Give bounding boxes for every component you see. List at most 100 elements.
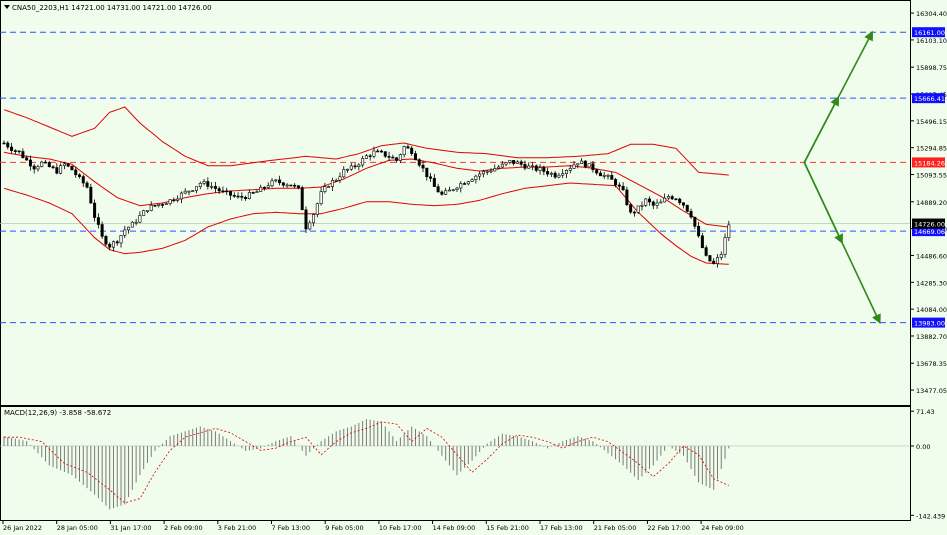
macd-layer: 71.43 0.00 -142.439 xyxy=(0,408,945,520)
time-axis-layer: 26 Jan 2022 28 Jan 05:00 31 Jan 17:00 2 Feb… xyxy=(2,520,744,532)
collapse-triangle-icon[interactable] xyxy=(4,5,10,9)
candle-body xyxy=(572,164,576,169)
candle-body xyxy=(127,226,131,231)
candle-body xyxy=(232,195,236,197)
time-tick-label: 21 Feb 05:00 xyxy=(594,524,637,532)
candle-body xyxy=(198,183,202,188)
candle-body xyxy=(666,196,670,199)
candle-body xyxy=(463,183,467,185)
hline-label-2-text: 15184.26 xyxy=(914,159,945,167)
candle-body xyxy=(379,150,383,153)
time-tick-label: 28 Jan 05:00 xyxy=(57,524,98,532)
candle-body xyxy=(549,172,553,175)
candle-body xyxy=(587,163,591,168)
bollinger-middle-band xyxy=(3,151,729,228)
candle-body xyxy=(179,192,183,200)
candle-body xyxy=(346,168,350,171)
candle-body xyxy=(330,180,334,187)
candle-body xyxy=(361,158,365,166)
candle-body xyxy=(55,167,59,174)
candle-body xyxy=(44,161,48,164)
candle-body xyxy=(429,176,433,179)
candle-body xyxy=(602,175,606,177)
candle-body xyxy=(247,192,251,200)
candle-body xyxy=(617,184,621,187)
candle-body xyxy=(497,166,501,169)
candle-body xyxy=(632,211,636,214)
candle-body xyxy=(78,174,82,177)
candle-body xyxy=(500,163,504,168)
candle-body xyxy=(85,182,89,188)
candle-body xyxy=(470,179,474,182)
candle-body xyxy=(398,154,402,161)
time-tick-label: 10 Feb 17:00 xyxy=(379,524,422,532)
candle-body xyxy=(36,166,40,170)
price-tick-label: 13882.70 xyxy=(916,333,947,341)
candle-body xyxy=(595,169,599,174)
candle-body xyxy=(447,189,451,192)
candle-body xyxy=(534,165,538,171)
candle-body xyxy=(659,201,663,204)
candle-body xyxy=(723,237,727,255)
candle-body xyxy=(312,214,316,224)
candle-body xyxy=(289,184,293,187)
price-tick-label: 15093.55 xyxy=(916,172,947,180)
candle-body xyxy=(285,184,289,187)
candle-body xyxy=(25,157,29,161)
time-tick-label: 26 Jan 2022 xyxy=(3,524,42,532)
candle-body xyxy=(410,147,414,154)
candle-body xyxy=(266,185,270,188)
candle-body xyxy=(493,168,497,172)
candle-body xyxy=(96,217,100,225)
candle-body xyxy=(489,170,493,173)
candle-body xyxy=(583,160,587,168)
hline-label-4-text: 13983.00 xyxy=(914,320,945,328)
candle-body xyxy=(225,190,229,193)
candle-body xyxy=(221,190,225,193)
candle-body xyxy=(523,164,527,169)
candle-body xyxy=(576,163,580,166)
macd-panel[interactable] xyxy=(0,406,911,521)
candle-body xyxy=(357,164,361,167)
candle-body xyxy=(149,204,153,211)
current-price-label-box xyxy=(912,218,945,229)
projection-arrow-mid-up xyxy=(803,95,840,163)
candle-body xyxy=(251,192,255,194)
hline-label-0-text: 16161.00 xyxy=(914,29,945,37)
candle-body xyxy=(568,168,572,171)
candle-body xyxy=(693,216,697,227)
candle-body xyxy=(591,163,595,171)
candle-body xyxy=(59,165,63,174)
horizontal-lines-layer xyxy=(0,31,910,324)
candle-body xyxy=(62,163,66,166)
candle-body xyxy=(104,236,108,245)
time-tick-label: 17 Feb 13:00 xyxy=(540,524,583,532)
time-tick-label: 22 Feb 17:00 xyxy=(647,524,690,532)
price-panel[interactable] xyxy=(0,0,911,406)
candle-body xyxy=(712,260,716,264)
bollinger-lower-band xyxy=(3,182,729,265)
candle-body xyxy=(402,146,406,155)
candle-body xyxy=(236,195,240,198)
macd-tick-label: -142.439 xyxy=(916,512,945,520)
candle-body xyxy=(157,204,161,206)
candle-body xyxy=(28,159,32,167)
candle-body xyxy=(515,161,519,164)
candle-body xyxy=(319,191,323,205)
candle-body xyxy=(391,156,395,159)
candle-body xyxy=(640,205,644,207)
candle-body xyxy=(255,191,259,194)
candle-body xyxy=(372,150,376,157)
bollinger-layer xyxy=(3,106,729,265)
time-tick-label: 24 Feb 09:00 xyxy=(701,524,744,532)
candle-body xyxy=(100,224,104,237)
candle-body xyxy=(293,184,297,187)
candle-body xyxy=(119,235,123,244)
candle-body xyxy=(66,163,70,167)
candle-body xyxy=(327,186,331,188)
hline-label-1-box xyxy=(912,93,945,104)
candle-body xyxy=(727,224,731,238)
price-tick-label: 14084.00 xyxy=(916,306,947,314)
candle-body xyxy=(610,174,614,180)
